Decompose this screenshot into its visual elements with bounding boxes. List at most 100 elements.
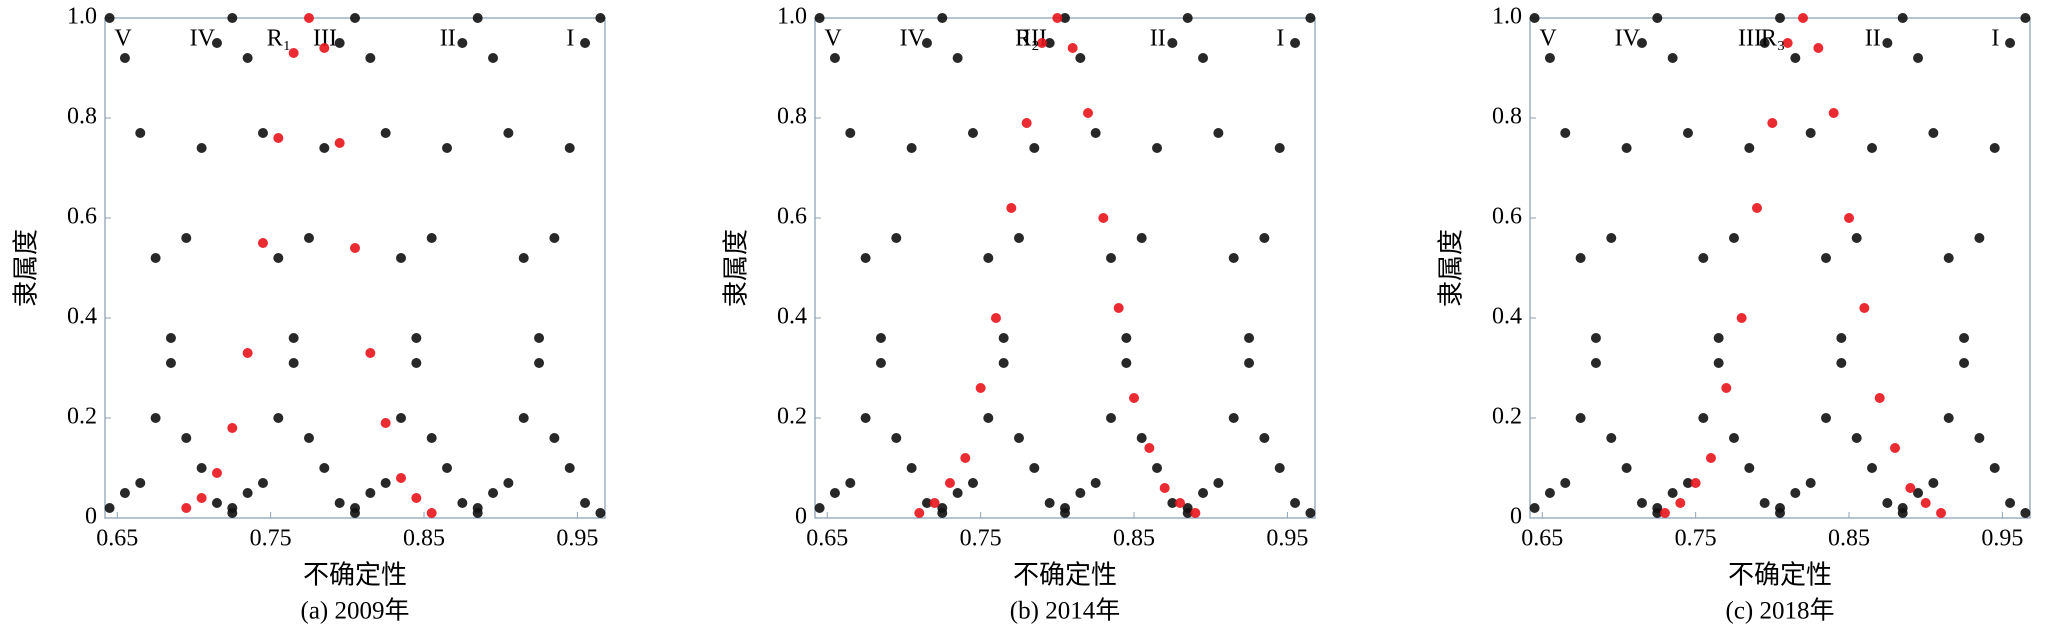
x-tick-label: 0.75 xyxy=(250,526,292,552)
point xyxy=(1936,508,1947,518)
point xyxy=(1897,503,1908,513)
point xyxy=(860,413,871,423)
y-tick-label: 1.0 xyxy=(777,4,807,30)
point xyxy=(1606,433,1617,443)
point xyxy=(1182,13,1193,23)
point xyxy=(1244,333,1255,343)
cloud-label: I xyxy=(566,26,574,52)
point xyxy=(1213,128,1224,138)
point xyxy=(365,488,376,498)
point xyxy=(1198,488,1209,498)
point xyxy=(273,413,284,423)
point xyxy=(1851,433,1862,443)
point xyxy=(257,128,268,138)
point xyxy=(1075,53,1086,63)
point xyxy=(196,143,207,153)
point xyxy=(1859,303,1870,313)
point xyxy=(518,413,529,423)
point xyxy=(288,333,299,343)
point xyxy=(1098,213,1109,223)
y-tick-label: 0.4 xyxy=(1492,304,1522,330)
point xyxy=(334,138,345,148)
point xyxy=(273,253,284,263)
point xyxy=(1652,13,1663,23)
point xyxy=(196,463,207,473)
point xyxy=(1905,483,1916,493)
point xyxy=(1144,443,1155,453)
point xyxy=(1090,128,1101,138)
y-axis-label: 隶属度 xyxy=(12,229,42,307)
point xyxy=(1782,38,1793,48)
point xyxy=(273,133,284,143)
point xyxy=(181,433,192,443)
point xyxy=(380,418,391,428)
point xyxy=(1044,498,1055,508)
point xyxy=(472,13,483,23)
point xyxy=(472,503,483,513)
point xyxy=(1851,233,1862,243)
x-tick-label: 0.95 xyxy=(1266,526,1308,552)
cloud-label: R₂ xyxy=(1015,26,1039,52)
point xyxy=(1867,463,1878,473)
point xyxy=(1913,488,1924,498)
point xyxy=(1575,413,1586,423)
y-tick-label: 1.0 xyxy=(67,4,97,30)
point xyxy=(1136,433,1147,443)
cloud-label: V xyxy=(1539,26,1557,52)
point xyxy=(1813,43,1824,53)
point xyxy=(1544,53,1555,63)
point xyxy=(396,413,407,423)
point xyxy=(1728,433,1739,443)
x-tick-label: 0.85 xyxy=(1113,526,1155,552)
point xyxy=(150,413,161,423)
point xyxy=(1698,253,1709,263)
y-axis-label: 隶属度 xyxy=(1437,229,1467,307)
point xyxy=(1636,498,1647,508)
point xyxy=(1036,38,1047,48)
point xyxy=(1675,498,1686,508)
cloud-label: R₁ xyxy=(267,26,291,52)
point xyxy=(1029,463,1040,473)
point xyxy=(1989,463,2000,473)
point xyxy=(1836,333,1847,343)
point xyxy=(119,488,130,498)
point xyxy=(814,13,825,23)
point xyxy=(1828,108,1839,118)
point xyxy=(998,358,1009,368)
cloud-label: IV xyxy=(190,26,216,52)
y-axis-label: 隶属度 xyxy=(722,229,752,307)
cloud-label: R₃ xyxy=(1761,26,1785,52)
point xyxy=(814,503,825,513)
y-tick-label: 0.6 xyxy=(1492,204,1522,230)
point xyxy=(1175,498,1186,508)
point xyxy=(135,128,146,138)
point xyxy=(288,48,299,58)
point xyxy=(426,508,437,518)
point xyxy=(2005,38,2016,48)
point xyxy=(1060,13,1070,23)
point xyxy=(426,433,437,443)
plot-area xyxy=(104,17,606,519)
point xyxy=(396,253,407,263)
point xyxy=(1897,13,1908,23)
point xyxy=(1136,233,1147,243)
point xyxy=(937,13,948,23)
point xyxy=(1560,128,1571,138)
point xyxy=(906,463,917,473)
cloud-label: III xyxy=(1738,26,1762,52)
point xyxy=(967,128,978,138)
point xyxy=(257,238,268,248)
point xyxy=(1767,118,1778,128)
point xyxy=(1129,393,1140,403)
y-tick-label: 0.4 xyxy=(67,304,97,330)
point xyxy=(488,53,499,63)
point xyxy=(1943,413,1954,423)
point xyxy=(365,348,376,358)
point xyxy=(1090,478,1101,488)
point xyxy=(303,233,314,243)
point xyxy=(119,53,130,63)
point xyxy=(1728,233,1739,243)
point xyxy=(1190,508,1201,518)
point xyxy=(1759,498,1770,508)
point xyxy=(891,233,902,243)
